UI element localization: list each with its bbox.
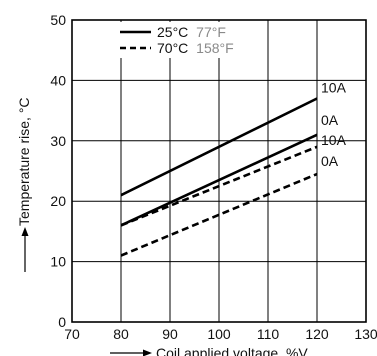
x-tick-label: 100 <box>207 326 231 342</box>
grid-lines <box>72 20 366 322</box>
x-tick-label: 70 <box>64 326 80 342</box>
legend-70c-celsius: 70°C <box>157 40 188 56</box>
y-tick-label: 0 <box>58 314 66 330</box>
x-tick-label: 90 <box>162 326 178 342</box>
y-tick-label: 10 <box>50 254 66 270</box>
legend-70c-fahrenheit: 158°F <box>196 40 234 56</box>
y-tick-label: 40 <box>50 72 66 88</box>
legend-entry-70c: 70°C 158°F <box>157 40 234 56</box>
x-axis-arrow-icon <box>143 349 152 356</box>
series-line-25c-10a <box>120 97 318 197</box>
y-axis-arrow-icon <box>21 227 29 236</box>
series-line-25c-0a <box>120 133 318 227</box>
series-end-label: 0A <box>321 112 339 128</box>
x-tick-label: 80 <box>113 326 129 342</box>
series-lines <box>120 97 318 257</box>
x-tick-label: 120 <box>305 326 329 342</box>
y-axis-title: Temperature rise, °C <box>16 97 32 226</box>
series-end-labels: 10A 0A 10A 0A <box>321 80 347 170</box>
series-end-label: 0A <box>321 153 339 169</box>
y-tick-label: 30 <box>50 133 66 149</box>
legend: 25°C 77°F 70°C 158°F <box>110 22 250 58</box>
y-tick-label: 20 <box>50 193 66 209</box>
series-line-70c-0a <box>120 172 318 257</box>
series-end-label: 10A <box>321 132 347 148</box>
series-line-70c-10a <box>120 145 318 227</box>
y-axis-title-group: Temperature rise, °C <box>16 97 32 272</box>
series-end-label: 10A <box>321 80 347 96</box>
legend-entry-25c: 25°C 77°F <box>157 24 226 40</box>
x-tick-labels: 70 80 90 100 110 120 130 <box>64 326 377 342</box>
x-axis-title-group: Coil applied voltage, %V <box>110 345 308 356</box>
y-tick-labels: 0 10 20 30 40 50 <box>50 12 66 330</box>
x-tick-label: 130 <box>354 326 377 342</box>
x-tick-label: 110 <box>257 326 280 342</box>
y-tick-label: 50 <box>50 12 66 28</box>
plot-frame <box>71 19 367 323</box>
legend-25c-fahrenheit: 77°F <box>196 24 226 40</box>
legend-25c-celsius: 25°C <box>157 24 188 40</box>
x-axis-title: Coil applied voltage, %V <box>156 345 308 356</box>
